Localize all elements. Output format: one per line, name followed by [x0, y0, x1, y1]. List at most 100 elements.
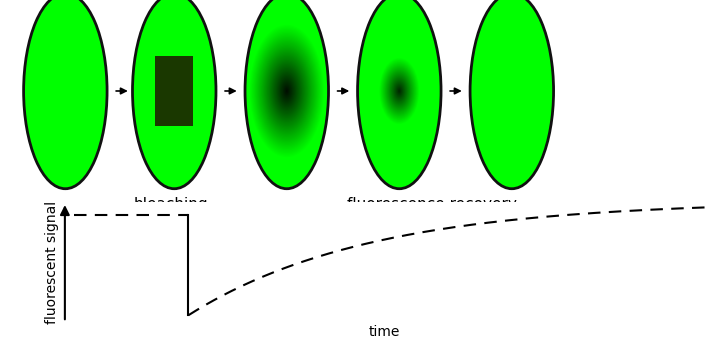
- Ellipse shape: [393, 82, 405, 100]
- Ellipse shape: [393, 81, 405, 101]
- Ellipse shape: [262, 47, 311, 135]
- Ellipse shape: [282, 82, 292, 100]
- Ellipse shape: [269, 60, 304, 122]
- Ellipse shape: [266, 55, 307, 127]
- Ellipse shape: [388, 73, 410, 109]
- Ellipse shape: [275, 71, 298, 111]
- Ellipse shape: [267, 56, 306, 126]
- Ellipse shape: [393, 80, 406, 102]
- Ellipse shape: [282, 83, 291, 99]
- Ellipse shape: [285, 87, 289, 95]
- Ellipse shape: [132, 0, 216, 189]
- Ellipse shape: [383, 65, 415, 117]
- Ellipse shape: [280, 78, 294, 104]
- Ellipse shape: [250, 25, 324, 157]
- Ellipse shape: [384, 65, 415, 117]
- X-axis label: time: time: [369, 325, 401, 337]
- Ellipse shape: [380, 59, 419, 123]
- Ellipse shape: [386, 68, 413, 114]
- Ellipse shape: [399, 90, 400, 92]
- Ellipse shape: [383, 63, 416, 119]
- Ellipse shape: [261, 44, 313, 138]
- Ellipse shape: [281, 80, 293, 102]
- Ellipse shape: [271, 63, 303, 119]
- Ellipse shape: [272, 64, 302, 118]
- Ellipse shape: [276, 72, 298, 110]
- Ellipse shape: [260, 42, 314, 140]
- Ellipse shape: [385, 67, 414, 115]
- Ellipse shape: [396, 85, 403, 97]
- Ellipse shape: [396, 86, 402, 96]
- Ellipse shape: [255, 34, 319, 148]
- Ellipse shape: [272, 65, 301, 117]
- Ellipse shape: [257, 38, 317, 144]
- Ellipse shape: [381, 61, 417, 121]
- Ellipse shape: [385, 67, 414, 115]
- Ellipse shape: [258, 40, 316, 142]
- Ellipse shape: [286, 90, 287, 92]
- Ellipse shape: [391, 76, 408, 106]
- Ellipse shape: [391, 78, 407, 104]
- Ellipse shape: [256, 36, 318, 146]
- Ellipse shape: [399, 90, 400, 92]
- Ellipse shape: [358, 0, 441, 189]
- Ellipse shape: [280, 79, 293, 103]
- Ellipse shape: [388, 71, 411, 111]
- Ellipse shape: [379, 57, 420, 125]
- Ellipse shape: [397, 88, 401, 94]
- Ellipse shape: [388, 73, 410, 109]
- Ellipse shape: [250, 26, 323, 156]
- Ellipse shape: [249, 24, 325, 158]
- Ellipse shape: [395, 84, 404, 98]
- Ellipse shape: [381, 61, 417, 121]
- Ellipse shape: [380, 58, 419, 124]
- Ellipse shape: [386, 69, 412, 113]
- Ellipse shape: [388, 72, 411, 110]
- Ellipse shape: [274, 68, 300, 114]
- Ellipse shape: [384, 66, 415, 116]
- Ellipse shape: [387, 70, 412, 112]
- Ellipse shape: [390, 75, 409, 106]
- Ellipse shape: [391, 78, 407, 104]
- Text: fluorescence recovery: fluorescence recovery: [347, 197, 517, 212]
- Bar: [155, 56, 193, 126]
- Ellipse shape: [392, 79, 407, 103]
- Ellipse shape: [269, 59, 305, 123]
- Ellipse shape: [392, 80, 407, 102]
- Ellipse shape: [389, 74, 409, 108]
- Ellipse shape: [285, 88, 288, 94]
- Ellipse shape: [387, 71, 412, 111]
- Ellipse shape: [253, 30, 321, 152]
- Ellipse shape: [284, 86, 290, 96]
- Ellipse shape: [274, 69, 299, 113]
- Ellipse shape: [263, 48, 311, 134]
- Ellipse shape: [391, 77, 408, 105]
- Ellipse shape: [386, 69, 412, 113]
- Ellipse shape: [264, 51, 309, 131]
- Ellipse shape: [252, 29, 322, 153]
- Ellipse shape: [253, 32, 320, 150]
- Ellipse shape: [390, 75, 409, 107]
- Ellipse shape: [395, 84, 404, 98]
- Ellipse shape: [394, 82, 404, 100]
- Ellipse shape: [254, 33, 319, 149]
- Ellipse shape: [256, 37, 317, 145]
- Ellipse shape: [264, 49, 310, 133]
- Ellipse shape: [380, 59, 418, 123]
- Text: bleaching: bleaching: [134, 197, 208, 212]
- Ellipse shape: [266, 53, 308, 129]
- Y-axis label: fluorescent signal: fluorescent signal: [45, 201, 59, 325]
- Ellipse shape: [394, 83, 404, 99]
- Ellipse shape: [265, 52, 309, 130]
- Ellipse shape: [261, 45, 312, 137]
- Ellipse shape: [251, 28, 322, 154]
- Ellipse shape: [270, 61, 303, 121]
- Ellipse shape: [23, 0, 107, 189]
- Ellipse shape: [398, 89, 401, 93]
- Ellipse shape: [273, 67, 301, 115]
- Ellipse shape: [259, 41, 314, 141]
- Ellipse shape: [279, 76, 295, 106]
- Ellipse shape: [397, 87, 401, 95]
- Ellipse shape: [382, 63, 417, 119]
- Ellipse shape: [245, 0, 329, 189]
